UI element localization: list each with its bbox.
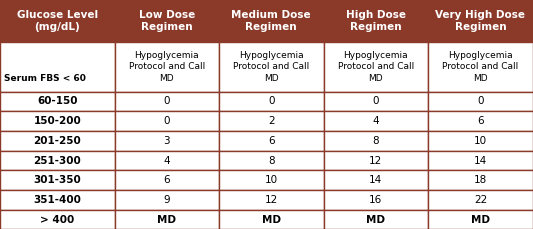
Text: 18: 18 bbox=[474, 175, 487, 185]
Bar bbox=[0, 42, 115, 92]
Bar bbox=[324, 210, 428, 229]
Text: 201-250: 201-250 bbox=[34, 136, 81, 146]
Text: 10: 10 bbox=[474, 136, 487, 146]
Text: 150-200: 150-200 bbox=[34, 116, 81, 126]
Bar bbox=[428, 111, 533, 131]
Bar bbox=[219, 210, 324, 229]
Text: 2: 2 bbox=[268, 116, 274, 126]
Text: 22: 22 bbox=[474, 195, 487, 205]
Text: 6: 6 bbox=[268, 136, 274, 146]
Text: Very High Dose
Regimen: Very High Dose Regimen bbox=[435, 10, 526, 32]
Bar bbox=[324, 92, 428, 111]
Bar bbox=[0, 170, 115, 190]
Text: Hypoglycemia
Protocol and Call
MD: Hypoglycemia Protocol and Call MD bbox=[128, 51, 205, 83]
Bar bbox=[428, 170, 533, 190]
Bar bbox=[324, 42, 428, 92]
Bar bbox=[115, 92, 219, 111]
Text: 12: 12 bbox=[369, 155, 382, 166]
Text: MD: MD bbox=[262, 215, 281, 225]
Text: Low Dose
Regimen: Low Dose Regimen bbox=[139, 10, 195, 32]
Bar bbox=[0, 111, 115, 131]
Bar bbox=[115, 210, 219, 229]
Text: 8: 8 bbox=[373, 136, 379, 146]
Text: Hypoglycemia
Protocol and Call
MD: Hypoglycemia Protocol and Call MD bbox=[337, 51, 414, 83]
Text: 12: 12 bbox=[265, 195, 278, 205]
Text: 251-300: 251-300 bbox=[34, 155, 81, 166]
Text: 351-400: 351-400 bbox=[34, 195, 81, 205]
Bar bbox=[219, 131, 324, 151]
Text: 14: 14 bbox=[369, 175, 382, 185]
Text: Hypoglycemia
Protocol and Call
MD: Hypoglycemia Protocol and Call MD bbox=[442, 51, 519, 83]
Bar bbox=[115, 131, 219, 151]
Text: 60-150: 60-150 bbox=[37, 96, 77, 106]
Bar bbox=[324, 170, 428, 190]
Text: 6: 6 bbox=[477, 116, 484, 126]
Bar bbox=[0, 210, 115, 229]
Text: 14: 14 bbox=[474, 155, 487, 166]
Bar bbox=[219, 190, 324, 210]
Text: 0: 0 bbox=[164, 96, 170, 106]
Bar bbox=[219, 0, 324, 42]
Bar bbox=[115, 170, 219, 190]
Text: 10: 10 bbox=[265, 175, 278, 185]
Text: 0: 0 bbox=[373, 96, 379, 106]
Bar bbox=[428, 210, 533, 229]
Text: 0: 0 bbox=[477, 96, 484, 106]
Text: 16: 16 bbox=[369, 195, 382, 205]
Bar bbox=[219, 111, 324, 131]
Bar bbox=[115, 42, 219, 92]
Bar bbox=[324, 190, 428, 210]
Text: 4: 4 bbox=[373, 116, 379, 126]
Text: Serum FBS < 60: Serum FBS < 60 bbox=[4, 74, 86, 83]
Text: MD: MD bbox=[157, 215, 176, 225]
Bar bbox=[0, 0, 115, 42]
Text: 0: 0 bbox=[164, 116, 170, 126]
Bar bbox=[219, 151, 324, 170]
Text: 301-350: 301-350 bbox=[34, 175, 81, 185]
Bar bbox=[428, 92, 533, 111]
Text: Hypoglycemia
Protocol and Call
MD: Hypoglycemia Protocol and Call MD bbox=[233, 51, 310, 83]
Bar bbox=[219, 92, 324, 111]
Text: High Dose
Regimen: High Dose Regimen bbox=[346, 10, 406, 32]
Text: 3: 3 bbox=[164, 136, 170, 146]
Bar bbox=[219, 170, 324, 190]
Bar bbox=[115, 151, 219, 170]
Bar bbox=[324, 0, 428, 42]
Bar bbox=[428, 131, 533, 151]
Bar bbox=[115, 0, 219, 42]
Bar bbox=[324, 131, 428, 151]
Bar bbox=[428, 151, 533, 170]
Text: 0: 0 bbox=[268, 96, 274, 106]
Bar bbox=[324, 151, 428, 170]
Bar bbox=[0, 131, 115, 151]
Bar bbox=[115, 190, 219, 210]
Bar bbox=[115, 111, 219, 131]
Bar bbox=[324, 111, 428, 131]
Bar bbox=[0, 92, 115, 111]
Text: Glucose Level
(mg/dL): Glucose Level (mg/dL) bbox=[17, 10, 98, 32]
Text: MD: MD bbox=[471, 215, 490, 225]
Bar bbox=[0, 190, 115, 210]
Bar bbox=[428, 190, 533, 210]
Text: > 400: > 400 bbox=[40, 215, 75, 225]
Bar bbox=[0, 151, 115, 170]
Text: 6: 6 bbox=[164, 175, 170, 185]
Text: Medium Dose
Regimen: Medium Dose Regimen bbox=[231, 10, 311, 32]
Text: 4: 4 bbox=[164, 155, 170, 166]
Text: 8: 8 bbox=[268, 155, 274, 166]
Bar bbox=[219, 42, 324, 92]
Text: MD: MD bbox=[366, 215, 385, 225]
Bar bbox=[428, 42, 533, 92]
Text: 9: 9 bbox=[164, 195, 170, 205]
Bar bbox=[428, 0, 533, 42]
